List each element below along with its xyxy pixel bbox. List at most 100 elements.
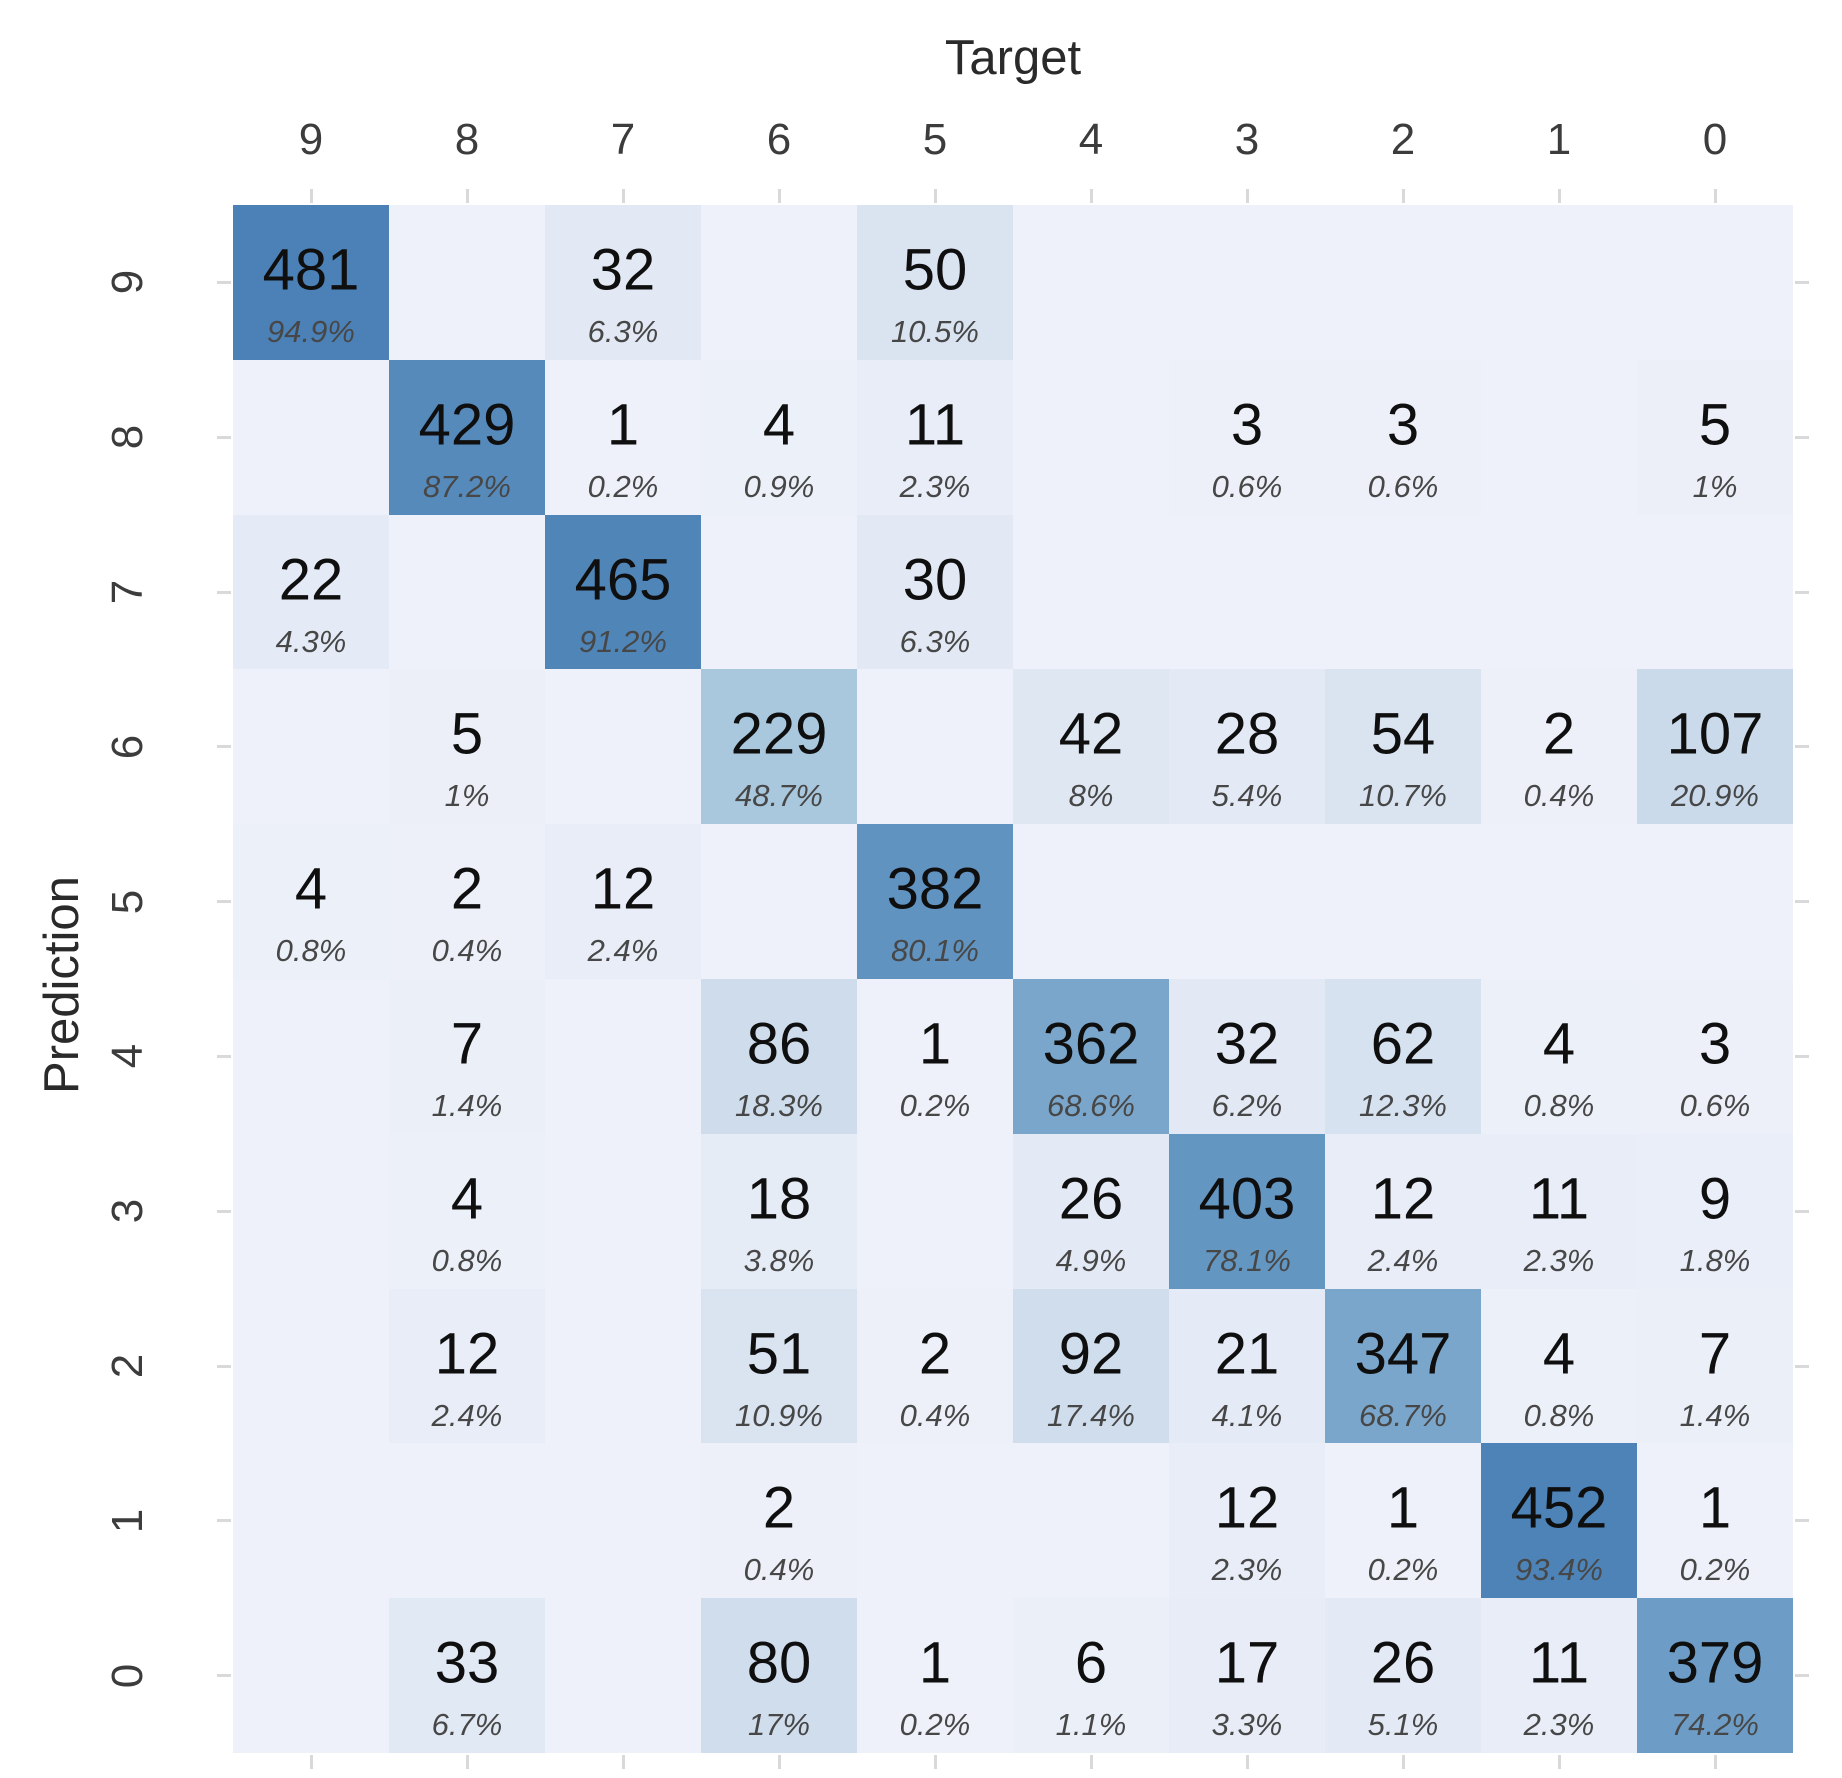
cell-count: 86 — [746, 1011, 812, 1077]
y-tick-mark — [217, 280, 231, 284]
matrix-cell: 30 6.3% — [857, 514, 1013, 670]
x-tick-mark — [309, 1755, 313, 1769]
matrix-cell: 22 4.3% — [233, 514, 389, 670]
cell-percent: 0.2% — [899, 1087, 971, 1123]
matrix-cell: 21 4.1% — [1169, 1288, 1325, 1444]
matrix-cell — [545, 1133, 701, 1289]
cell-count: 5 — [1698, 392, 1732, 458]
cell-percent: 20.9% — [1671, 778, 1759, 814]
x-axis-title: Target — [944, 31, 1082, 85]
cell-percent: 48.7% — [735, 778, 823, 814]
matrix-cell: 28 5.4% — [1169, 669, 1325, 825]
y-tick-mark — [217, 745, 231, 749]
matrix-cell: 481 94.9% — [233, 205, 389, 360]
y-tick-label: 2 — [103, 1353, 152, 1379]
cell-percent: 0.2% — [1367, 1552, 1439, 1588]
cell-percent: 94.9% — [267, 313, 355, 349]
cell-percent: 17.4% — [1047, 1397, 1135, 1433]
matrix-cell: 26 5.1% — [1325, 1598, 1481, 1753]
cell-count: 18 — [746, 1166, 812, 1232]
matrix-cell: 51 10.9% — [701, 1288, 857, 1444]
x-tick-label: 3 — [1234, 115, 1260, 164]
matrix-cell: 6 1.1% — [1013, 1598, 1169, 1753]
matrix-cell: 12 2.4% — [1325, 1133, 1481, 1289]
cell-count: 12 — [1370, 1166, 1436, 1232]
matrix-cell: 32 6.3% — [545, 205, 701, 360]
cell-count: 379 — [1666, 1630, 1764, 1696]
y-tick-mark — [1795, 1674, 1809, 1678]
x-tick-label: 6 — [766, 115, 792, 164]
x-tick-mark — [1245, 1755, 1249, 1769]
cell-count: 465 — [574, 547, 672, 613]
y-tick-label: 0 — [103, 1663, 152, 1688]
y-tick-mark — [1795, 1209, 1809, 1213]
y-tick-mark — [1795, 280, 1809, 284]
cell-count: 1 — [918, 1630, 952, 1696]
cell-percent: 6.3% — [899, 623, 971, 659]
cell-count: 1 — [1386, 1475, 1420, 1541]
matrix-cell: 2 0.4% — [389, 824, 545, 979]
matrix-cell — [1637, 514, 1793, 670]
matrix-cell: 11 2.3% — [1481, 1598, 1637, 1753]
matrix-cell: 3 0.6% — [1169, 359, 1325, 515]
cell-count: 347 — [1354, 1321, 1452, 1387]
cell-count: 17 — [1214, 1630, 1280, 1696]
matrix-cell — [701, 205, 857, 360]
matrix-cell — [233, 1598, 389, 1753]
cell-count: 4 — [1542, 1011, 1576, 1077]
matrix-cell: 12 2.4% — [545, 824, 701, 979]
matrix-cell: 1 0.2% — [1637, 1443, 1793, 1599]
matrix-cell — [1169, 514, 1325, 670]
cell-percent: 4.1% — [1211, 1397, 1283, 1433]
cell-percent: 10.9% — [735, 1397, 823, 1433]
cell-percent: 74.2% — [1671, 1707, 1759, 1743]
matrix-cell: 3 0.6% — [1637, 979, 1793, 1134]
matrix-cell: 26 4.9% — [1013, 1133, 1169, 1289]
cell-count: 12 — [590, 856, 656, 922]
matrix-cell: 403 78.1% — [1169, 1133, 1325, 1289]
cell-percent: 2.3% — [1523, 1242, 1595, 1278]
cell-percent: 4.3% — [275, 623, 347, 659]
cell-count: 42 — [1058, 701, 1124, 767]
cell-count: 6 — [1074, 1630, 1108, 1696]
cell-count: 229 — [730, 701, 828, 767]
matrix-cell — [233, 1443, 389, 1599]
cell-percent: 0.8% — [275, 933, 347, 969]
cell-percent: 1% — [1692, 468, 1738, 504]
y-tick-mark — [1795, 590, 1809, 594]
matrix-cell: 382 80.1% — [857, 824, 1013, 979]
matrix-cell: 32 6.2% — [1169, 979, 1325, 1134]
x-tick-label: 5 — [922, 115, 948, 164]
matrix-cell — [1169, 205, 1325, 360]
matrix-cell — [545, 1443, 701, 1599]
cell-count: 2 — [762, 1475, 796, 1541]
y-tick-mark — [1795, 900, 1809, 904]
cell-count: 30 — [902, 547, 968, 613]
matrix-cell: 7 1.4% — [1637, 1288, 1793, 1444]
matrix-cell: 4 0.8% — [389, 1133, 545, 1289]
cell-count: 50 — [902, 237, 968, 303]
y-tick-label: 4 — [103, 1044, 152, 1069]
cell-count: 11 — [904, 392, 966, 458]
y-tick-label: 6 — [103, 734, 152, 760]
cell-count: 80 — [746, 1630, 812, 1696]
matrix-cell: 18 3.8% — [701, 1133, 857, 1289]
x-tick-mark — [1401, 189, 1405, 203]
matrix-cell — [1481, 359, 1637, 515]
cell-percent: 78.1% — [1203, 1242, 1291, 1278]
cell-count: 3 — [1698, 1011, 1732, 1077]
matrix-cell — [857, 669, 1013, 825]
cell-count: 4 — [450, 1166, 484, 1232]
cell-count: 481 — [262, 237, 360, 303]
x-tick-mark — [621, 189, 625, 203]
x-tick-mark — [777, 189, 781, 203]
matrix-cell — [857, 1443, 1013, 1599]
y-tick-mark — [217, 1674, 231, 1678]
matrix-cell — [233, 669, 389, 825]
y-tick-mark — [217, 1519, 231, 1523]
y-tick-mark — [1795, 1054, 1809, 1058]
matrix-cell — [1325, 205, 1481, 360]
cell-count: 2 — [1542, 701, 1576, 767]
cell-percent: 93.4% — [1515, 1552, 1603, 1588]
cell-percent: 0.2% — [587, 468, 659, 504]
